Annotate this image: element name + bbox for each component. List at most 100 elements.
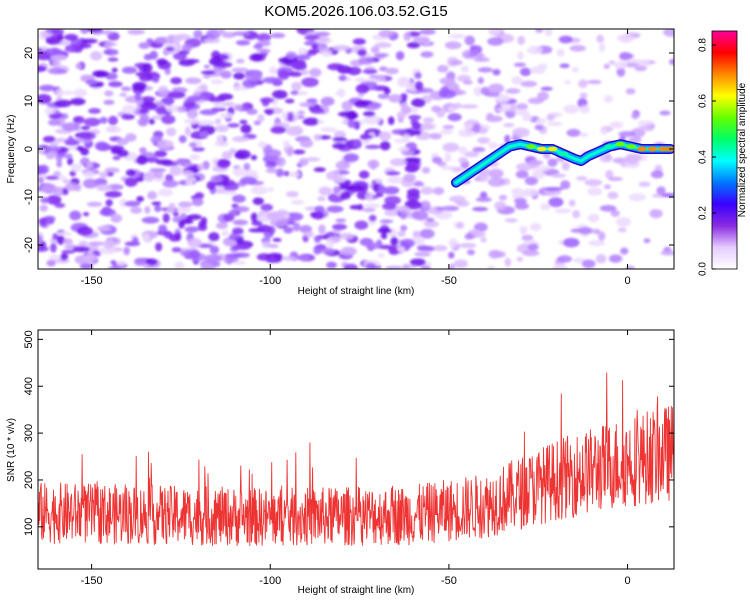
spectrogram-noise-blob — [356, 204, 364, 211]
spectrogram-noise-blob — [514, 197, 527, 205]
spectrogram-noise-blob — [438, 89, 457, 99]
spectrogram-noise-blob — [148, 118, 155, 125]
spectrogram-noise-blob — [485, 115, 503, 123]
figure-title: KOM5.2026.106.03.52.G15 — [264, 3, 447, 20]
spectrogram-noise-blob — [292, 149, 306, 155]
spectrogram-noise-blob — [520, 227, 527, 235]
snr-x-tick-label: 0 — [624, 575, 630, 587]
spectrogram-noise-blob — [480, 237, 487, 243]
spectrogram-noise-blob — [174, 232, 182, 242]
spectrogram-noise-blob — [39, 217, 48, 228]
spectrogram-noise-blob — [243, 162, 251, 171]
spectrogram-noise-blob — [615, 217, 632, 227]
spectrogram-noise-blob — [191, 146, 205, 152]
spectrogram-noise-blob — [183, 118, 201, 125]
spectrogram-noise-blob — [400, 238, 415, 248]
spectrogram-noise-blob — [320, 96, 335, 107]
spectrogram-noise-blob — [532, 169, 546, 180]
spectrogram-noise-blob — [414, 81, 424, 91]
spectrogram-noise-blob — [83, 253, 97, 263]
spectrogram-noise-blob — [337, 88, 346, 98]
spectrogram-noise-blob — [448, 251, 455, 259]
spectrogram-noise-blob — [444, 152, 452, 163]
spectrogram-noise-blob — [136, 196, 145, 202]
spectrogram-noise-blob — [326, 205, 344, 213]
spectrogram-noise-blob — [266, 211, 284, 222]
spectrogram-noise-blob — [566, 128, 581, 137]
spectrogram-noise-blob — [599, 154, 613, 163]
spectrogram-noise-blob — [234, 149, 251, 160]
spectrogram-noise-blob — [123, 246, 131, 256]
spectrogram-noise-blob — [256, 48, 272, 54]
spectrogram-noise-blob — [514, 202, 529, 210]
spectrogram-noise-blob — [302, 117, 320, 126]
spectrogram-x-tick-label: 0 — [624, 275, 630, 287]
spectrogram-y-tick-label: 20 — [23, 47, 35, 59]
spectrogram-noise-blob — [475, 197, 492, 202]
spectrogram-noise-blob — [551, 173, 567, 178]
spectrogram-noise-blob — [181, 43, 193, 52]
spectrogram-noise-blob — [162, 213, 170, 223]
spectrogram-noise-blob — [199, 109, 218, 116]
spectrogram-noise-blob — [334, 130, 346, 140]
spectrogram-noise-blob — [233, 244, 251, 251]
spectrogram-noise-blob — [538, 165, 551, 171]
spectrogram-noise-blob — [55, 88, 65, 97]
spectrogram-noise-blob — [411, 98, 426, 108]
spectrogram-noise-blob — [380, 219, 394, 224]
spectrogram-noise-blob — [388, 246, 400, 255]
spectrogram-noise-blob — [663, 29, 674, 37]
spectrogram-noise-blob — [154, 204, 162, 213]
spectrogram-noise-blob — [318, 224, 326, 235]
spectrogram-noise-blob — [384, 210, 399, 217]
spectrogram-noise-blob — [69, 170, 77, 177]
spectrogram-noise-blob — [83, 117, 101, 127]
spectrogram-noise-blob — [406, 41, 421, 49]
spectrogram-noise-blob — [300, 69, 309, 76]
spectrogram-noise-blob — [46, 194, 62, 205]
spectrogram-noise-blob — [38, 84, 56, 92]
spectrogram-noise-blob — [540, 203, 551, 211]
spectrogram-noise-blob — [326, 261, 338, 269]
spectrogram-noise-blob — [628, 193, 646, 202]
spectrogram-y-label: Frequency (Hz) — [6, 115, 17, 184]
spectrogram-noise-blob — [142, 63, 153, 73]
spectrogram-noise-blob — [338, 74, 347, 82]
spectrogram-noise-blob — [78, 240, 88, 248]
spectrogram-noise-blob — [251, 75, 262, 80]
spectrogram-noise-blob — [488, 29, 502, 35]
spectrogram-noise-blob — [546, 114, 555, 121]
spectrogram-noise-blob — [64, 182, 79, 192]
spectrogram-noise-blob — [442, 124, 455, 130]
spectrogram-noise-blob — [272, 89, 288, 100]
spectrogram-noise-blob — [56, 235, 65, 245]
spectrogram-noise-blob — [63, 90, 75, 95]
spectrogram-noise-blob — [616, 67, 626, 77]
colorbar-tick-label: 0.6 — [698, 94, 709, 108]
spectrogram-noise-blob — [375, 178, 384, 184]
spectrogram-noise-blob — [216, 158, 231, 169]
spectrogram-noise-blob — [121, 66, 137, 74]
spectrogram-noise-blob — [441, 165, 456, 171]
spectrogram-noise-blob — [284, 98, 295, 104]
spectrogram-noise-blob — [605, 170, 614, 179]
spectrogram-noise-blob — [330, 236, 342, 244]
spectrogram-noise-blob — [137, 119, 150, 124]
spectrogram-noise-blob — [404, 200, 423, 210]
spectrogram-noise-blob — [153, 170, 164, 179]
spectrogram-noise-blob — [174, 261, 185, 269]
spectrogram-noise-blob — [390, 236, 398, 247]
spectrogram-noise-blob — [209, 245, 220, 255]
spectrogram-noise-blob — [380, 232, 388, 240]
spectrogram-noise-blob — [184, 226, 200, 233]
spectrogram-noise-blob — [396, 111, 407, 119]
spectrogram-noise-blob — [522, 113, 533, 122]
spectrogram-noise-blob — [559, 63, 570, 69]
spectrogram-noise-blob — [464, 151, 480, 158]
spectrogram-noise-blob — [307, 49, 321, 54]
spectrogram-noise-blob — [579, 132, 589, 138]
spectrogram-noise-blob — [62, 238, 74, 245]
spectrogram-noise-blob — [450, 59, 463, 66]
spectrogram-noise-blob — [488, 168, 504, 179]
spectrogram-noise-blob — [218, 53, 228, 59]
